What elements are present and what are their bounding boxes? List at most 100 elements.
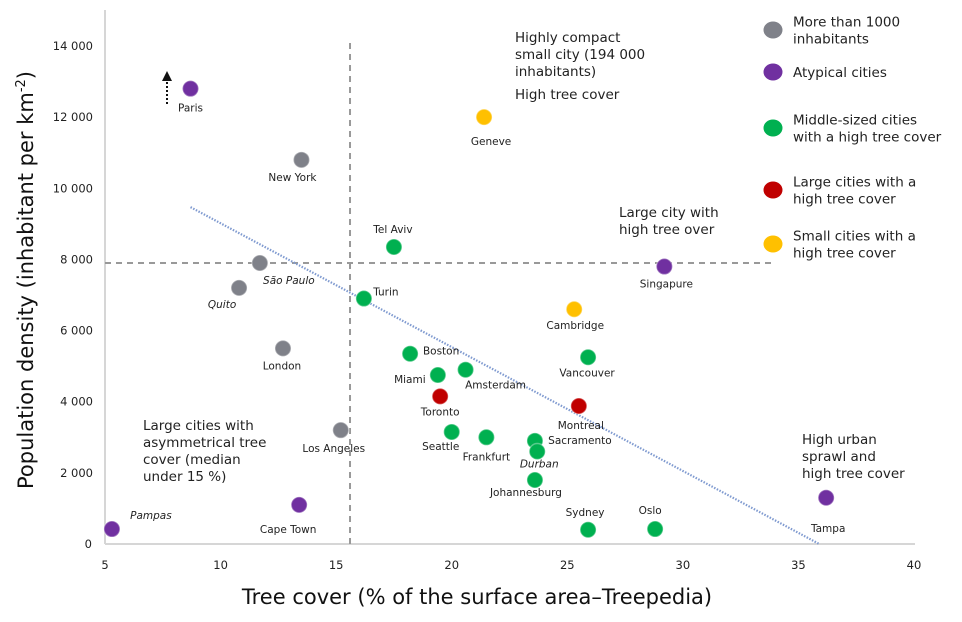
point-label: Cambridge	[546, 320, 604, 332]
legend-label: More than 1000 inhabitants	[793, 15, 900, 48]
legend-marker	[763, 181, 783, 199]
trend-line	[190, 206, 820, 545]
data-point-sydney: Sydney	[566, 507, 605, 539]
point-label: Boston	[423, 346, 459, 358]
legend-label-line: More than 1000	[793, 15, 900, 31]
point-marker	[655, 257, 674, 276]
legend-label-line: inhabitants	[793, 32, 869, 48]
data-point-cape-town: Cape Town	[260, 496, 317, 536]
data-point-pampas: Pampas	[103, 510, 172, 538]
annotation-line: under 15 %)	[143, 469, 226, 485]
legend-label: Large cities with a high tree cover	[793, 175, 916, 208]
legend-label-line: high tree cover	[793, 192, 896, 208]
point-marker	[565, 300, 583, 318]
data-point-montreal: Montreal	[558, 397, 604, 432]
point-label: Frankfurt	[463, 451, 511, 463]
legend-label: Atypical cities	[793, 65, 887, 81]
point-label: Sydney	[566, 507, 605, 519]
paris-arrow-icon	[162, 71, 172, 104]
x-tick-label: 25	[560, 558, 575, 572]
point-label: Miami	[394, 374, 426, 386]
axes: 5 10 15 20 25 30 35 40 0 2 000 4 000 6 000 8 000 10 0…	[53, 10, 922, 572]
point-label: Tampa	[810, 523, 845, 535]
annotation-line: Highly compact	[515, 30, 620, 46]
point-label: Vancouver	[559, 367, 615, 379]
legend-marker	[763, 63, 783, 81]
annotation-line: High tree cover	[515, 87, 620, 103]
x-tick-label: 35	[791, 558, 806, 572]
annotation-text: Large city with high tree over	[619, 205, 719, 238]
point-marker	[477, 428, 496, 447]
data-point-singapure: Singapure	[640, 257, 693, 291]
point-marker	[579, 348, 597, 366]
x-tick-label: 30	[676, 558, 691, 572]
data-point-los-angeles: Los Angeles	[302, 421, 365, 455]
data-point-geneve: Geneve	[471, 108, 511, 148]
data-point-turin: Turin	[355, 287, 399, 308]
annotation-text: High tree cover	[515, 87, 620, 103]
y-tick-label: 0	[85, 537, 92, 551]
point-label: Durban	[520, 459, 559, 471]
data-point-toronto: Toronto	[420, 387, 460, 418]
point-marker	[646, 520, 664, 538]
legend-label: Small cities with a high tree cover	[793, 229, 916, 262]
legend-marker	[763, 21, 783, 39]
data-point-miami: Miami	[394, 366, 447, 386]
point-label: Geneve	[471, 136, 511, 148]
point-marker	[230, 279, 248, 297]
data-point-oslo: Oslo	[639, 505, 664, 538]
point-label: Johannesburg	[489, 487, 562, 499]
legend-label-line: Middle-sized cities	[793, 113, 917, 129]
data-point-seattle: Seattle	[422, 423, 461, 453]
legend-label-line: high tree cover	[793, 246, 896, 262]
point-marker	[103, 520, 121, 538]
y-tick-label: 6 000	[60, 324, 93, 338]
point-label: Montreal	[558, 420, 604, 432]
annotation-line: high tree over	[619, 222, 715, 238]
annotation-line: Large city with	[619, 205, 719, 221]
legend-label-line: Large cities with a	[793, 175, 916, 191]
y-axis-title-main: Population density (inhabitant per km	[14, 92, 38, 489]
legend-marker	[763, 235, 783, 253]
point-marker	[292, 151, 311, 169]
point-marker	[355, 289, 373, 308]
x-axis-title: Tree cover (% of the surface area–Treepe…	[241, 585, 712, 609]
y-axis-title-superscript: -2	[14, 79, 29, 92]
point-marker	[456, 360, 475, 379]
x-tick-label: 10	[213, 558, 228, 572]
point-marker	[429, 366, 447, 384]
data-point-london: London	[263, 339, 302, 372]
point-label: London	[263, 360, 302, 372]
point-label: Pampas	[130, 510, 172, 522]
data-point-cambridge: Cambridge	[546, 300, 604, 332]
data-point-johannesburg: Johannesburg	[489, 471, 562, 499]
y-tick-label: 10 000	[53, 181, 93, 195]
point-marker	[385, 238, 403, 256]
point-label: New York	[268, 172, 317, 184]
point-marker	[290, 496, 308, 514]
data-points: Paris New York São Paulo Quito London Los Ang…	[103, 79, 845, 539]
point-label: Cape Town	[260, 524, 317, 536]
y-axis-title: Population density (inhabitant per km-2)	[14, 71, 38, 489]
annotation-line: sprawl and	[802, 449, 876, 465]
x-tick-label: 15	[329, 558, 344, 572]
annotation-line: small city (194 000	[515, 47, 645, 63]
threshold-lines	[105, 43, 774, 544]
point-label: Toronto	[420, 406, 460, 418]
point-marker	[528, 442, 546, 461]
y-axis-title-end: )	[14, 71, 38, 79]
y-tick-label: 8 000	[60, 252, 93, 266]
data-point-boston: Boston	[401, 344, 459, 363]
point-label: Singapure	[640, 279, 693, 291]
legend-label-line: Small cities with a	[793, 229, 916, 245]
x-tick-label: 40	[907, 558, 922, 572]
data-point-frankfurt: Frankfurt	[463, 428, 511, 463]
data-point-new-york: New York	[268, 151, 317, 184]
point-label: Turin	[372, 287, 398, 299]
legend-item-atypical: Atypical cities	[763, 63, 887, 81]
y-tick-label: 12 000	[53, 110, 93, 124]
data-point-tel-aviv: Tel Aviv	[372, 224, 413, 256]
legend-marker	[763, 119, 783, 137]
data-point-amsterdam: Amsterdam	[456, 360, 526, 392]
